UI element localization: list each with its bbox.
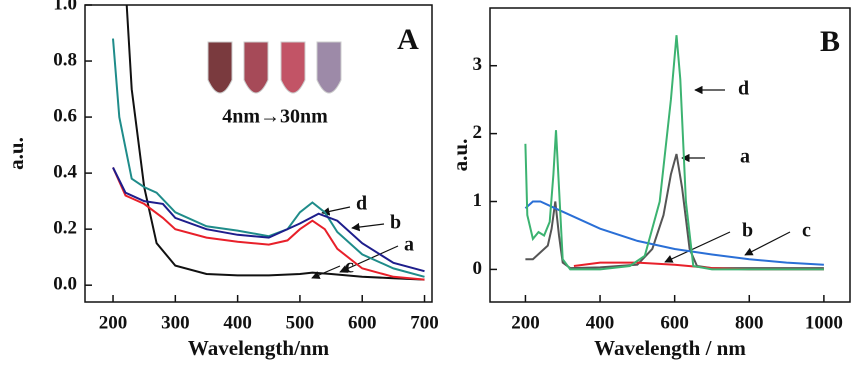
series-label: d [356,193,367,215]
series-label: b [390,212,401,234]
series-label: c [802,220,811,242]
series-line [524,200,824,266]
x-tick-label: 500 [286,312,315,333]
series-line [525,153,824,270]
x-tick-label: 700 [410,312,439,333]
y-tick-label: 2 [473,122,483,143]
panel-label: A [397,23,419,56]
series-label: c [345,256,354,278]
y-tick-label: 0.4 [53,161,77,182]
series-label: a [404,234,414,256]
series-line [112,167,425,273]
series-line [125,5,425,281]
x-tick-label: 800 [735,312,764,333]
y-axis-label: a.u. [448,139,472,172]
x-axis-label: Wavelength / nm [594,336,746,360]
series-line [524,35,824,271]
y-tick-label: 0.0 [53,274,77,295]
y-tick-label: 0.2 [53,218,77,239]
x-tick-label: 1000 [805,312,843,333]
series-label: d [738,78,749,100]
x-tick-label: 600 [660,312,689,333]
x-tick-label: 400 [586,312,615,333]
inset-caption: 4nm→30nm [222,106,328,128]
series-label: a [740,146,750,168]
y-tick-label: 1 [473,190,483,211]
series-label: b [742,220,753,242]
plot-frame [84,4,433,303]
x-tick-label: 200 [511,312,540,333]
x-tick-label: 400 [223,312,252,333]
x-tick-label: 300 [161,312,190,333]
x-tick-label: 200 [99,312,128,333]
y-tick-label: 0.8 [53,49,77,70]
series-line [112,167,425,281]
annotation-arrows [311,85,791,279]
panel-label: B [820,25,840,58]
series-line [112,38,425,278]
y-tick-label: 1.0 [53,0,77,14]
y-tick-label: 0.6 [53,105,77,126]
y-tick-label: 0 [473,258,483,279]
x-axis-label: Wavelength/nm [188,336,330,360]
y-axis-label: a.u. [4,137,28,170]
y-tick-label: 3 [473,54,483,75]
x-tick-label: 600 [348,312,377,333]
plot-frame [489,7,851,303]
inset-tubes [207,41,342,94]
